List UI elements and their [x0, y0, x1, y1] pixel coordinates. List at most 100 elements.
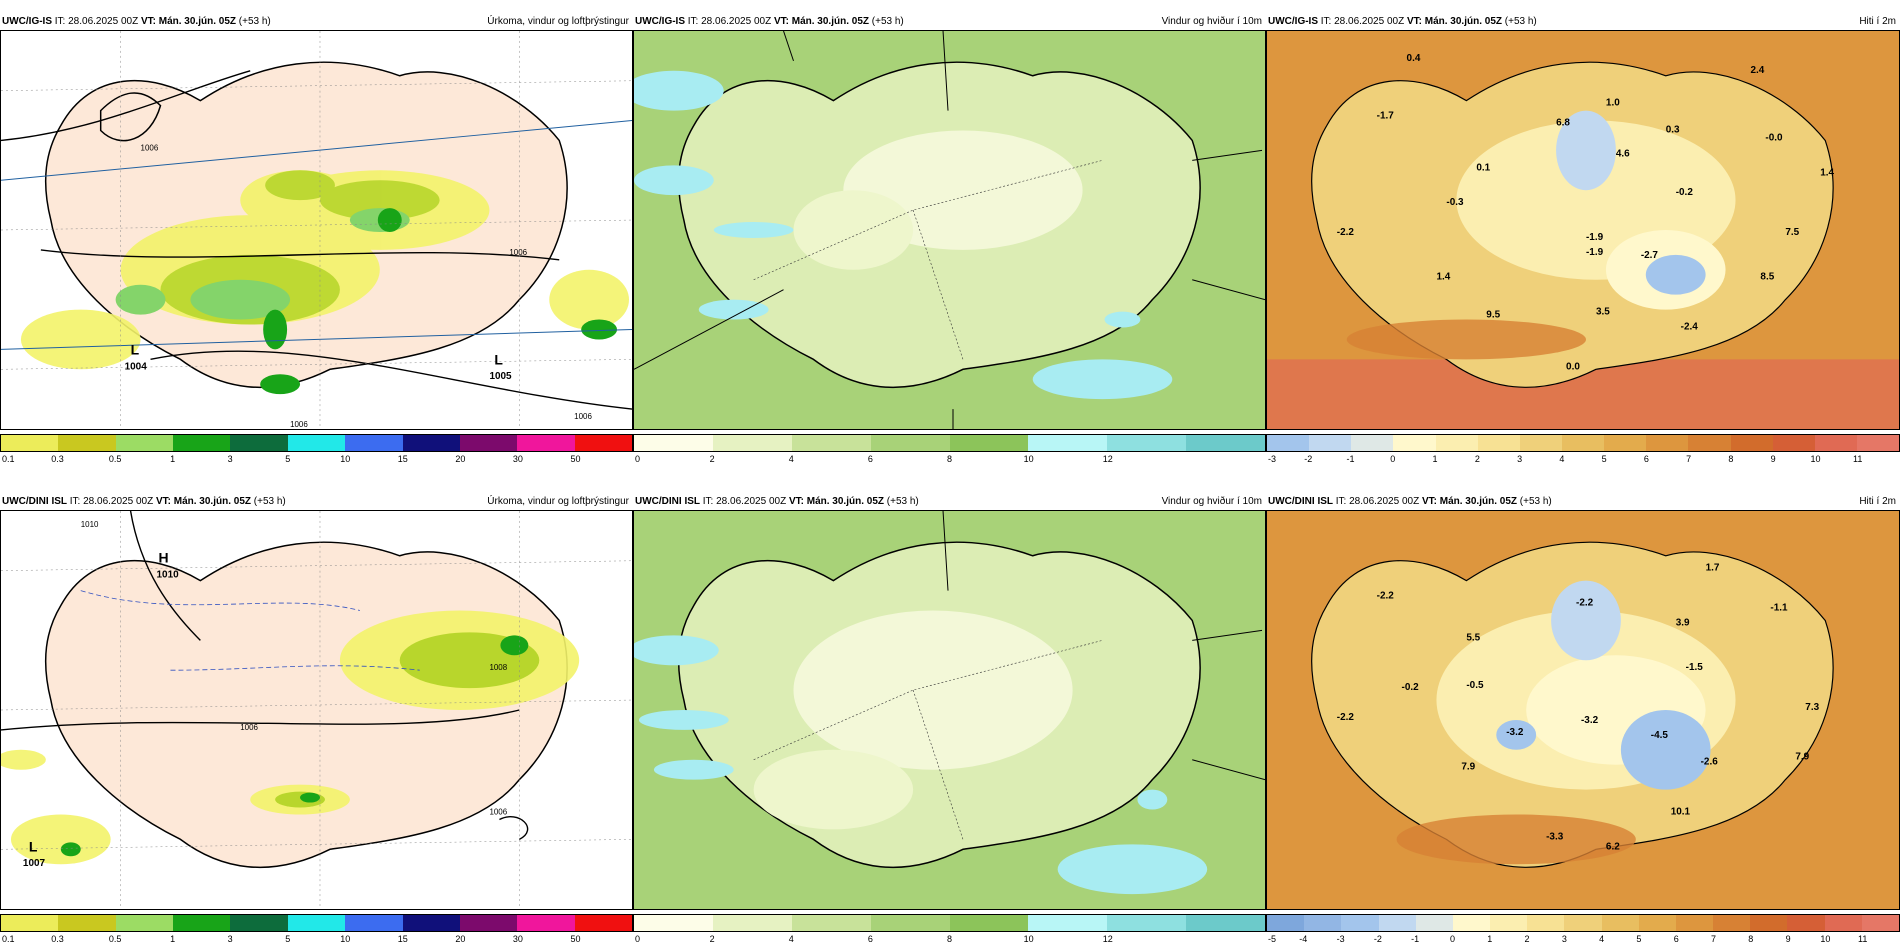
colorbar-tick-label: 11 [1853, 454, 1863, 464]
temperature-value-label: 0.0 [1566, 361, 1580, 372]
isobar-label: 1006 [290, 420, 308, 429]
colorbar-tick-label: 0 [1390, 454, 1396, 464]
wind-panel-bottom: UWC/DINI ISL IT: 28.06.2025 00Z VT: Mán.… [633, 494, 1266, 950]
colorbar-tick-label: 0.1 [2, 454, 15, 464]
colorbar-tick-label: 3 [227, 934, 233, 944]
temperature-value-label: 0.4 [1407, 53, 1421, 64]
temperature-value-label: 6.2 [1606, 841, 1620, 852]
low-pressure-symbol: L [494, 351, 503, 367]
panel-title: UWC/IG-IS IT: 28.06.2025 00Z VT: Mán. 30… [1266, 14, 1900, 30]
colorbar-swatch [1675, 915, 1714, 931]
colorbar-swatch [1267, 435, 1310, 451]
colorbar-swatch [1107, 435, 1187, 451]
colorbar-tick-label: 12 [1102, 454, 1113, 464]
colorbar-tick-label: -4 [1299, 934, 1308, 944]
low-pressure-value: 1004 [125, 361, 148, 372]
colorbar-swatch [1730, 435, 1773, 451]
colorbar-tick-label: 10 [1023, 454, 1034, 464]
colorbar-tick-label: 12 [1102, 934, 1113, 944]
temperature-value-label: -0.0 [1765, 132, 1783, 143]
colorbar-tick-label: 10 [340, 454, 351, 464]
colorbar-swatch [791, 915, 871, 931]
precip-panel-top: UWC/IG-IS IT: 28.06.2025 00Z VT: Mán. 30… [0, 14, 633, 474]
temperature-value-label: 8.5 [1760, 272, 1774, 283]
colorbar-tick-label: 3 [1517, 454, 1523, 464]
colorbar-swatch [1, 915, 59, 931]
colorbar-tick-label: 6 [867, 934, 873, 944]
isobar-label: 1006 [240, 723, 258, 732]
colorbar-tick-label: -1 [1346, 454, 1355, 464]
colorbar-swatch [1787, 915, 1825, 931]
temperature-value-label: -0.3 [1446, 197, 1464, 208]
panel-variable: Hiti í 2m [1859, 496, 1896, 507]
colorbar-swatch [287, 915, 346, 931]
colorbar-swatch [1688, 435, 1731, 451]
colorbar-tick-label: 4 [788, 934, 794, 944]
temperature-value-label: -2.2 [1377, 591, 1395, 602]
colorbar-tick-label: 4 [1599, 934, 1605, 944]
temperature-value-label: -1.9 [1586, 232, 1604, 243]
colorbar-tick-label: 10 [1820, 934, 1831, 944]
panel-title: UWC/DINI ISL IT: 28.06.2025 00Z VT: Mán.… [633, 494, 1266, 510]
temperature-value-label: 7.9 [1795, 752, 1809, 763]
colorbar-tick-label: 15 [397, 934, 408, 944]
colorbar-tick-label: 3 [1561, 934, 1567, 944]
wind-map[interactable] [633, 510, 1266, 910]
colorbar-swatch [1604, 435, 1647, 451]
low-pressure-symbol: L [131, 341, 140, 357]
temperature-map[interactable]: 1.7 -2.2 -2.2 -1.1 3.9 5.5 -1.5 -0.5 -0.2 -2.2 -3.… [1266, 510, 1900, 910]
panel-title: UWC/DINI ISL IT: 28.06.2025 00Z VT: Mán.… [0, 494, 633, 510]
colorbar-tick-label: 8 [1748, 934, 1754, 944]
temperature-value-label: 7.9 [1461, 762, 1475, 773]
temperature-value-label: -3.2 [1581, 715, 1599, 726]
temperature-value-label: -1.5 [1686, 662, 1704, 673]
colorbar-swatch [1378, 915, 1416, 931]
colorbar-tick-label: 5 [285, 454, 291, 464]
colorbar-tick-label: 2 [709, 934, 715, 944]
temperature-value-label: -0.2 [1676, 187, 1694, 198]
colorbar-swatch [345, 435, 403, 451]
temperature-value-label: 1.4 [1436, 272, 1450, 283]
colorbar-tick-label: 11 [1858, 934, 1868, 944]
colorbar-swatch [1186, 435, 1265, 451]
colorbar-swatch [1267, 915, 1305, 931]
colorbar-tick-label: 1 [1432, 454, 1438, 464]
precip-map[interactable]: L 1004 L 1005 1006 1006 1006 1006 [0, 30, 633, 430]
colorbar-swatch [1713, 915, 1751, 931]
colorbar-tick-label: -3 [1336, 934, 1345, 944]
colorbar-tick-label: 9 [1785, 934, 1791, 944]
temperature-map[interactable]: 0.4 2.4 -1.7 1.0 6.8 0.3 -1.9 4.6 -0.0 0.1 1.4 -0.3… [1266, 30, 1900, 430]
isobar-label: 1010 [81, 520, 99, 529]
colorbar-swatch [173, 435, 231, 451]
temperature-value-label: 1.4 [1820, 167, 1834, 178]
isobar-label: 1006 [574, 412, 592, 421]
wind-map[interactable] [633, 30, 1266, 430]
temperature-value-label: 0.3 [1666, 124, 1680, 135]
temperature-value-label: -3.3 [1546, 831, 1564, 842]
colorbar-tick-label: 30 [512, 934, 523, 944]
colorbar-swatch [1452, 915, 1491, 931]
panel-variable: Vindur og hviður í 10m [1161, 496, 1262, 507]
colorbar-swatch [58, 915, 116, 931]
colorbar-tick-label: 3 [227, 454, 233, 464]
precip-map[interactable]: L 1007 H 1010 1010 1008 1006 1006 [0, 510, 633, 910]
colorbar-tick-label: -2 [1304, 454, 1313, 464]
temp-panel-bottom: UWC/DINI ISL IT: 28.06.2025 00Z VT: Mán.… [1266, 494, 1900, 950]
colorbar-tick-label: 6 [1643, 454, 1649, 464]
colorbar-swatch [459, 915, 518, 931]
colorbar-swatch [574, 435, 632, 451]
wind-colorbar-ticks: 0 2 4 6 8 10 12 [633, 934, 1266, 946]
temperature-colorbar [1266, 434, 1900, 452]
colorbar-tick-label: 4 [1559, 454, 1565, 464]
colorbar-swatch [1028, 435, 1108, 451]
colorbar-tick-label: 5 [285, 934, 291, 944]
colorbar-swatch [459, 435, 518, 451]
colorbar-tick-label: 8 [1728, 454, 1734, 464]
colorbar-tick-label: -5 [1268, 934, 1277, 944]
wind-colorbar-ticks: 0 2 4 6 8 10 12 [633, 454, 1266, 466]
temperature-value-label: -1.1 [1770, 603, 1788, 614]
colorbar-tick-label: 10 [1023, 934, 1034, 944]
wind-colorbar [633, 914, 1266, 932]
colorbar-tick-label: -3 [1268, 454, 1277, 464]
temperature-value-label: -0.5 [1466, 680, 1484, 691]
